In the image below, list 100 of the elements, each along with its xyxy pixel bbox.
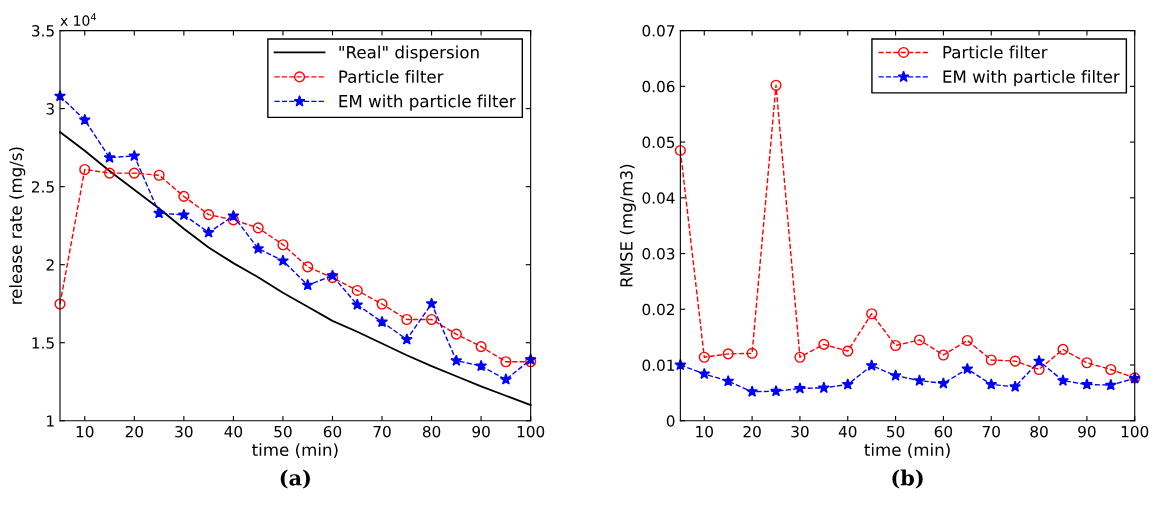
point <box>276 254 289 266</box>
point <box>351 284 363 296</box>
y-tick-label: 0 <box>666 415 675 427</box>
y-tick-label: 0.05 <box>642 136 675 149</box>
point <box>103 151 116 163</box>
point <box>277 239 289 251</box>
y-tick-label: 0.03 <box>642 248 675 260</box>
point <box>178 190 190 202</box>
point <box>301 278 314 291</box>
point <box>1105 363 1117 376</box>
text: x 10$^{4}$ <box>60 13 97 26</box>
point <box>698 367 711 380</box>
point <box>153 206 166 219</box>
point <box>400 333 413 345</box>
point <box>937 349 949 361</box>
x-tick-label: 10 <box>696 425 713 438</box>
point <box>913 334 926 346</box>
x-tick-label: 100 <box>1121 425 1149 438</box>
point <box>450 328 462 340</box>
point <box>818 338 830 350</box>
x-tick-label: 70 <box>373 425 391 438</box>
point <box>817 381 830 394</box>
x-tick-label: 90 <box>1078 425 1096 438</box>
y-tick-label: 0.06 <box>642 80 675 93</box>
point <box>890 339 902 352</box>
point <box>793 382 806 394</box>
point <box>722 348 734 360</box>
text: (b) <box>892 469 923 489</box>
x-tick-label: 90 <box>472 425 490 438</box>
point <box>252 242 265 254</box>
point <box>1033 354 1046 367</box>
x-tick-label: 60 <box>323 425 342 438</box>
point <box>961 334 973 347</box>
x-tick-label: 40 <box>224 425 243 438</box>
legend-label: Particle filter <box>339 70 444 83</box>
x-axis-title: time (min) <box>252 443 338 459</box>
point <box>674 144 686 156</box>
point <box>450 354 463 366</box>
x-axis-title: time (min) <box>864 443 950 459</box>
point <box>500 356 512 368</box>
point <box>770 384 782 397</box>
point <box>794 351 806 363</box>
point <box>203 209 215 221</box>
y-tick-label: 2.5 <box>31 181 54 193</box>
x-tick-label: 30 <box>175 425 193 438</box>
point <box>376 315 389 328</box>
point <box>351 298 364 310</box>
x-tick-label: 40 <box>838 425 857 438</box>
point <box>78 113 91 126</box>
point <box>1104 378 1117 391</box>
point <box>475 341 487 353</box>
point <box>866 308 878 320</box>
point <box>985 354 997 366</box>
y-tick-label: 0.01 <box>642 359 675 372</box>
point <box>1056 374 1069 386</box>
y-tick-label: 0.04 <box>642 192 675 204</box>
point <box>499 373 512 385</box>
y-tick-label: 3 <box>46 103 54 115</box>
y-tick-label: 0.02 <box>642 303 674 316</box>
x-tick-label: 80 <box>1030 425 1048 438</box>
point <box>889 369 902 381</box>
point <box>937 377 950 389</box>
legend-label: EM with particle filter <box>339 94 516 111</box>
point <box>985 378 998 390</box>
y-axis-title: RMSE (mg/m3) <box>619 164 636 287</box>
x-tick-label: 20 <box>125 425 144 438</box>
point <box>153 169 165 181</box>
point <box>722 374 735 387</box>
point <box>79 163 91 176</box>
x-tick-label: 50 <box>887 425 905 438</box>
point <box>425 297 438 309</box>
legend-label: "Real" dispersion <box>339 45 479 62</box>
y-axis-title: release rate (mg/s) <box>9 147 26 304</box>
legend-label: Particle filter <box>943 45 1048 59</box>
point <box>842 345 854 357</box>
point <box>252 222 264 234</box>
x-tick-label: 10 <box>76 425 94 438</box>
point <box>770 79 782 91</box>
point <box>1009 355 1021 367</box>
point <box>746 347 758 359</box>
x-tick-label: 100 <box>517 425 545 438</box>
point <box>54 298 66 310</box>
point <box>865 359 878 371</box>
point <box>1081 357 1093 369</box>
point <box>426 313 438 326</box>
y-tick-label: 0.07 <box>642 25 675 37</box>
y-tick-label: 3.5 <box>32 25 54 37</box>
text: (a) <box>280 469 310 489</box>
point <box>177 208 190 221</box>
point <box>1057 343 1069 355</box>
x-tick-label: 80 <box>422 425 441 438</box>
y-tick-label: 2 <box>46 259 54 271</box>
x-tick-label: 50 <box>274 425 292 438</box>
point <box>103 167 116 179</box>
point <box>1080 378 1093 390</box>
y-tick-label: 1.5 <box>32 337 54 349</box>
y-tick-label: 1 <box>47 415 54 427</box>
x-tick-label: 30 <box>791 425 809 438</box>
point <box>128 167 140 179</box>
point <box>841 378 854 390</box>
